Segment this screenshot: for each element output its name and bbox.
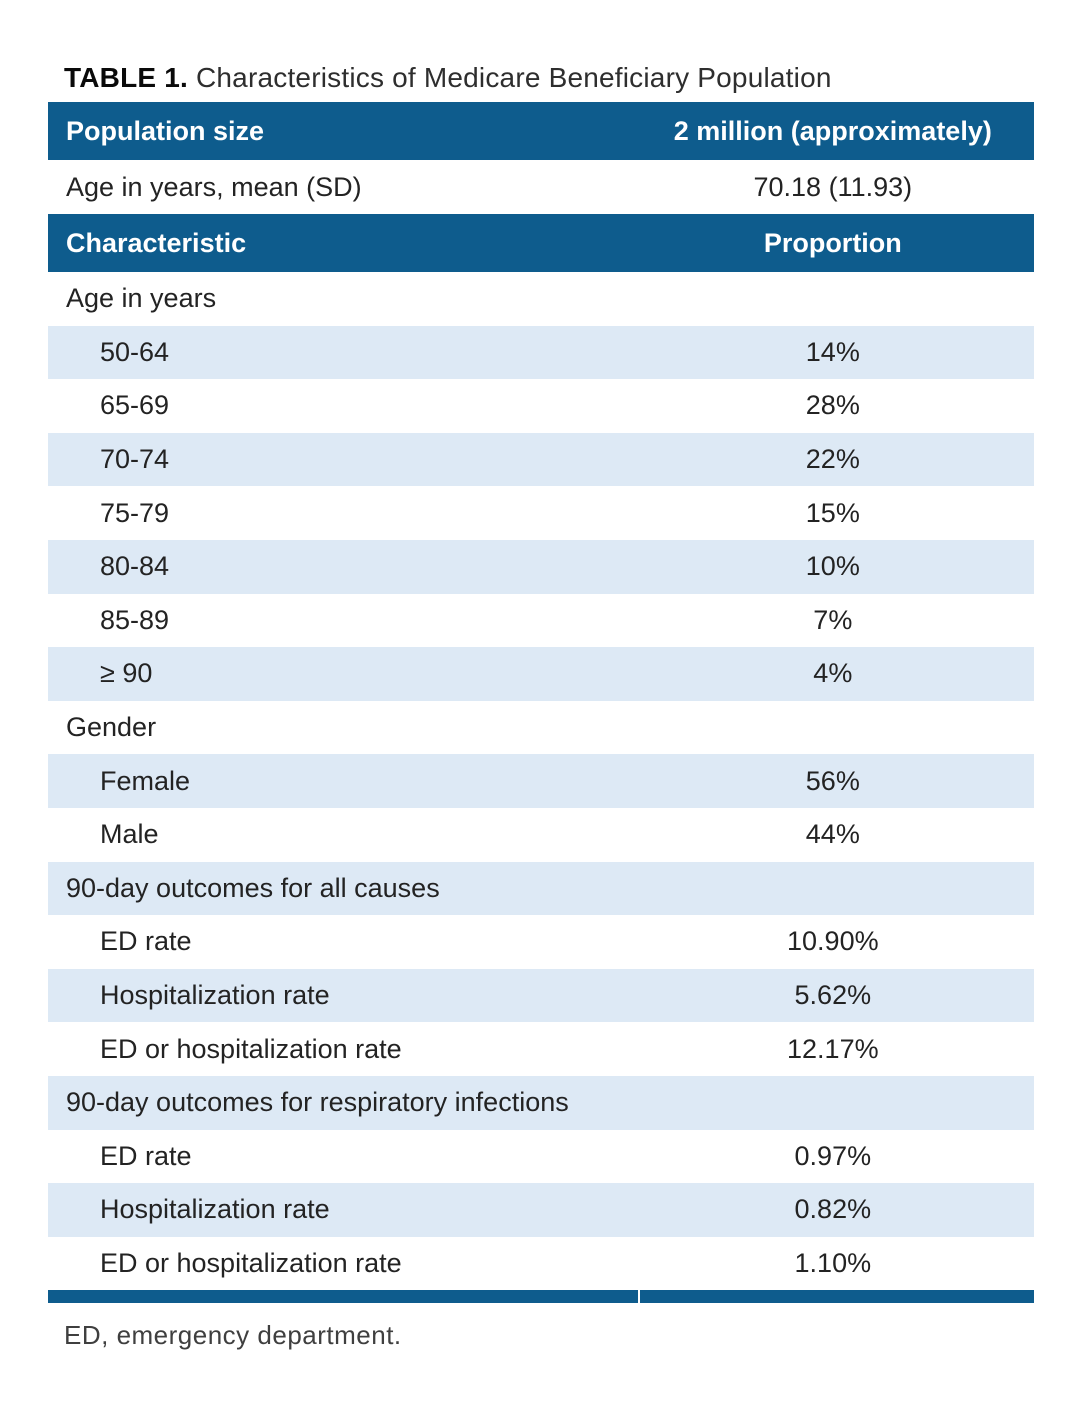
column-header-proportion: Proportion xyxy=(763,227,902,258)
row-value: 7% xyxy=(813,604,853,635)
table-row: 85-89 7% xyxy=(48,594,1034,648)
row-label: Hospitalization rate xyxy=(100,1194,330,1225)
row-label: Male xyxy=(100,819,159,850)
row-label: 70-74 xyxy=(100,444,170,475)
table-row: Male 44% xyxy=(48,808,1034,862)
row-label: Female xyxy=(100,765,191,796)
table-header-row-characteristic: Characteristic Proportion xyxy=(48,214,1034,272)
table-row: 70-74 22% xyxy=(48,432,1034,487)
row-label: Hospitalization rate xyxy=(100,980,330,1011)
section-row: 90-day outcomes for all causes xyxy=(48,861,1034,916)
characteristics-table: Population size 2 million (approximately… xyxy=(48,102,1034,1290)
section-row: Age in years xyxy=(48,272,1034,326)
table-row: ED or hospitalization rate 12.17% xyxy=(48,1022,1034,1076)
row-value: 10.90% xyxy=(787,926,879,957)
row-label: Age in years xyxy=(66,283,217,314)
row-value: 10% xyxy=(805,551,860,582)
table-header-row-population: Population size 2 million (approximately… xyxy=(48,102,1034,160)
row-value: 70.18 (11.93) xyxy=(753,171,913,202)
row-value: 56% xyxy=(805,765,860,796)
footer-bar-right-segment xyxy=(639,1290,1034,1304)
section-row: 90-day outcomes for respiratory infectio… xyxy=(48,1075,1034,1130)
table-row: 80-84 10% xyxy=(48,539,1034,594)
row-label: ED or hospitalization rate xyxy=(100,1247,402,1278)
row-label: Gender xyxy=(66,712,157,743)
row-value: 14% xyxy=(805,336,860,367)
row-value: 12.17% xyxy=(787,1033,879,1064)
footer-bar-left-segment xyxy=(48,1290,638,1304)
row-value: 5.62% xyxy=(794,980,872,1011)
table-row: 50-64 14% xyxy=(48,325,1034,380)
table-row: ED or hospitalization rate 1.10% xyxy=(48,1237,1034,1291)
row-value: 28% xyxy=(805,390,860,421)
table-row: 75-79 15% xyxy=(48,486,1034,540)
row-value: 4% xyxy=(813,658,853,689)
row-value: 15% xyxy=(805,497,860,528)
row-value: 0.82% xyxy=(794,1194,872,1225)
row-value: 2 million (approximately) xyxy=(673,115,992,146)
row-label: 75-79 xyxy=(100,497,170,528)
row-label: ED rate xyxy=(100,1140,192,1171)
row-label: 90-day outcomes for respiratory infectio… xyxy=(66,1087,569,1118)
row-label: ≥ 90 xyxy=(100,658,153,689)
table-row: ≥ 90 4% xyxy=(48,647,1034,701)
table-title-text: Characteristics of Medicare Beneficiary … xyxy=(195,62,832,93)
row-value: 1.10% xyxy=(794,1247,872,1278)
row-label: 65-69 xyxy=(100,390,170,421)
row-value: 22% xyxy=(805,444,860,475)
section-row: Gender xyxy=(48,701,1034,755)
row-label: 90-day outcomes for all causes xyxy=(66,872,440,903)
row-label: Age in years, mean (SD) xyxy=(66,171,362,202)
row-value: 0.97% xyxy=(794,1140,872,1171)
row-label: Population size xyxy=(66,115,265,146)
column-header-characteristic: Characteristic xyxy=(66,227,247,258)
row-label: ED or hospitalization rate xyxy=(100,1033,402,1064)
row-label: 85-89 xyxy=(100,604,170,635)
table-row: Hospitalization rate 0.82% xyxy=(48,1183,1034,1237)
table-row: Female 56% xyxy=(48,754,1034,808)
row-value: 44% xyxy=(805,819,860,850)
table-title-label: TABLE 1. xyxy=(64,62,188,93)
table-footer-bar xyxy=(48,1290,1034,1304)
page: TABLE 1. Characteristics of Medicare Bene… xyxy=(0,60,1081,1415)
table-row-age-mean: Age in years, mean (SD) 70.18 (11.93) xyxy=(48,160,1034,214)
row-label: 50-64 xyxy=(100,336,170,367)
table-title: TABLE 1. Characteristics of Medicare Bene… xyxy=(64,60,1041,96)
table-row: ED rate 0.97% xyxy=(48,1130,1034,1184)
row-label: ED rate xyxy=(100,926,192,957)
table-footnote: ED, emergency department. xyxy=(64,1320,402,1351)
table-row: Hospitalization rate 5.62% xyxy=(48,968,1034,1023)
table-row: ED rate 10.90% xyxy=(48,915,1034,969)
table-row: 65-69 28% xyxy=(48,379,1034,433)
row-label: 80-84 xyxy=(100,551,170,582)
